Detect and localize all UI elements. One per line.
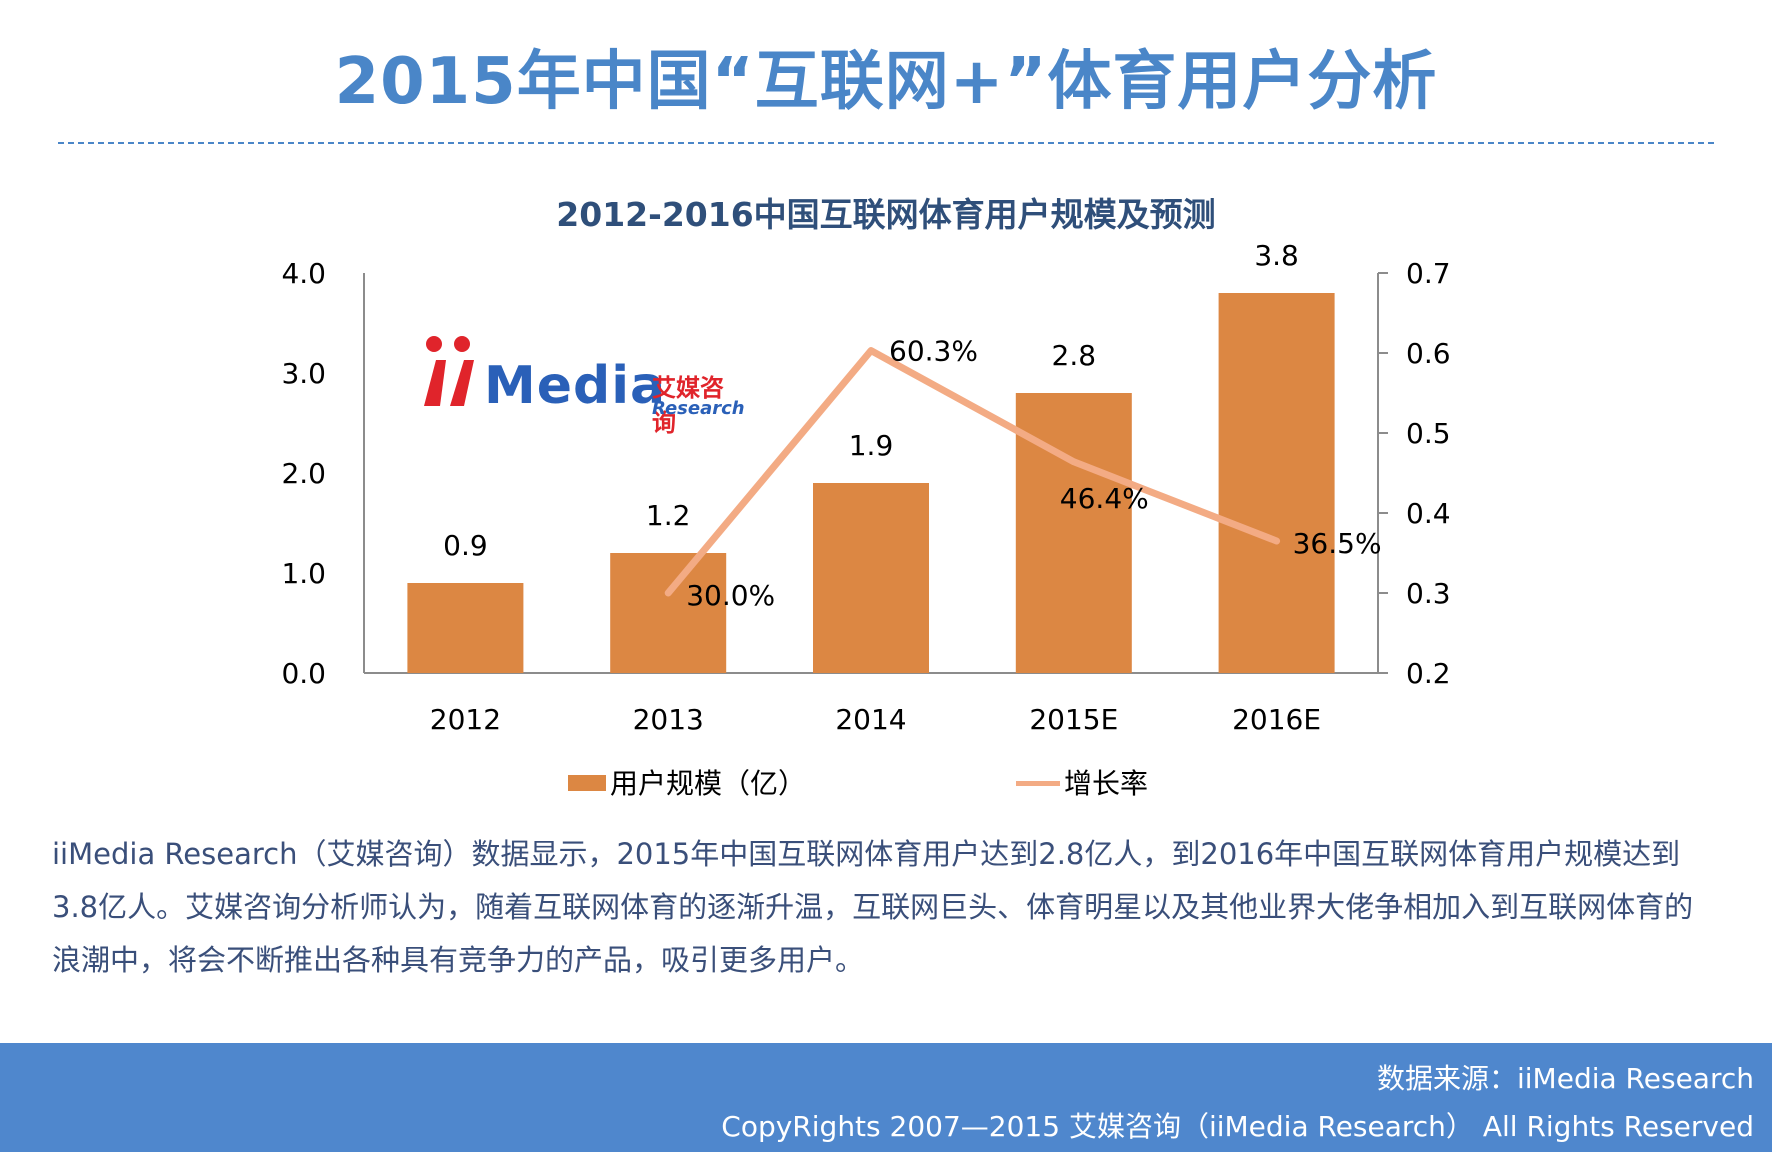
x-tick-label: 2016E [1232, 703, 1321, 736]
y-right-tick-label: 0.7 [1406, 257, 1451, 290]
x-tick-label: 2012 [430, 703, 501, 736]
x-tick-label: 2013 [633, 703, 704, 736]
legend-swatch-bar [568, 775, 606, 791]
page-title: 2015年中国“互联网+”体育用户分析 [334, 45, 1438, 119]
growth-line [664, 347, 1281, 597]
bar-value-label: 2.8 [1052, 339, 1097, 372]
bar [1218, 293, 1335, 673]
y-right-tick-label: 0.3 [1406, 577, 1451, 610]
axes: 0.0 1.0 2.0 3.0 4.0 0.2 0.3 0.4 0.5 0.6 0.7 2012 201… [281, 257, 1450, 736]
y-right-tick-label: 0.2 [1406, 657, 1451, 690]
y-left-tick-label: 0.0 [281, 657, 326, 690]
title-divider [58, 142, 1714, 144]
bar-value-label: 3.8 [1254, 239, 1299, 272]
legend-swatch-line [1016, 781, 1060, 786]
data-labels: 0.9 1.2 1.9 2.8 3.8 30.0% 60.3% 46.4% 36.5% [443, 239, 1381, 612]
legend-label-users: 用户规模（亿） [610, 767, 807, 800]
y-left-tick-label: 3.0 [281, 357, 326, 390]
bar [610, 553, 727, 673]
chart-title: 2012-2016中国互联网体育用户规模及预测 [556, 195, 1216, 234]
y-right-tick-label: 0.5 [1406, 417, 1451, 450]
bar-value-label: 1.2 [646, 499, 691, 532]
footer-source: 数据来源：iiMedia Research [1377, 1062, 1754, 1095]
y-right-tick-label: 0.4 [1406, 497, 1451, 530]
growth-line-path [664, 347, 1281, 597]
logo-wordmark: Media [484, 356, 667, 416]
bar [407, 583, 524, 673]
x-tick-label: 2015E [1029, 703, 1118, 736]
legend-label-growth: 增长率 [1064, 767, 1149, 800]
growth-value-label: 30.0% [686, 579, 775, 612]
y-left-tick-label: 4.0 [281, 257, 326, 290]
logo-research: Research [652, 398, 745, 419]
bar [813, 483, 929, 673]
growth-value-label: 46.4% [1060, 482, 1149, 515]
y-left-tick-label: 1.0 [281, 557, 326, 590]
growth-value-label: 60.3% [889, 335, 978, 368]
iimedia-logo-mark [424, 336, 474, 406]
description-text: iiMedia Research（艾媒咨询）数据显示，2015年中国互联网体育用… [52, 837, 1694, 977]
x-tick-label: 2014 [835, 703, 906, 736]
footer: 数据来源：iiMedia Research CopyRights 2007—20… [0, 1043, 1772, 1152]
footer-copyright: CopyRights 2007—2015 艾媒咨询（iiMedia Resear… [721, 1110, 1754, 1143]
bar-value-label: 0.9 [443, 529, 488, 562]
logo-chinese-name: 艾媒咨询 [652, 374, 724, 437]
y-left-tick-label: 2.0 [281, 457, 326, 490]
iimedia-logo: Media 艾媒咨询 Research [420, 334, 745, 437]
bar [1015, 393, 1132, 673]
growth-value-label: 36.5% [1293, 527, 1382, 560]
bar-value-label: 1.9 [849, 429, 894, 462]
y-right-tick-label: 0.6 [1406, 337, 1451, 370]
